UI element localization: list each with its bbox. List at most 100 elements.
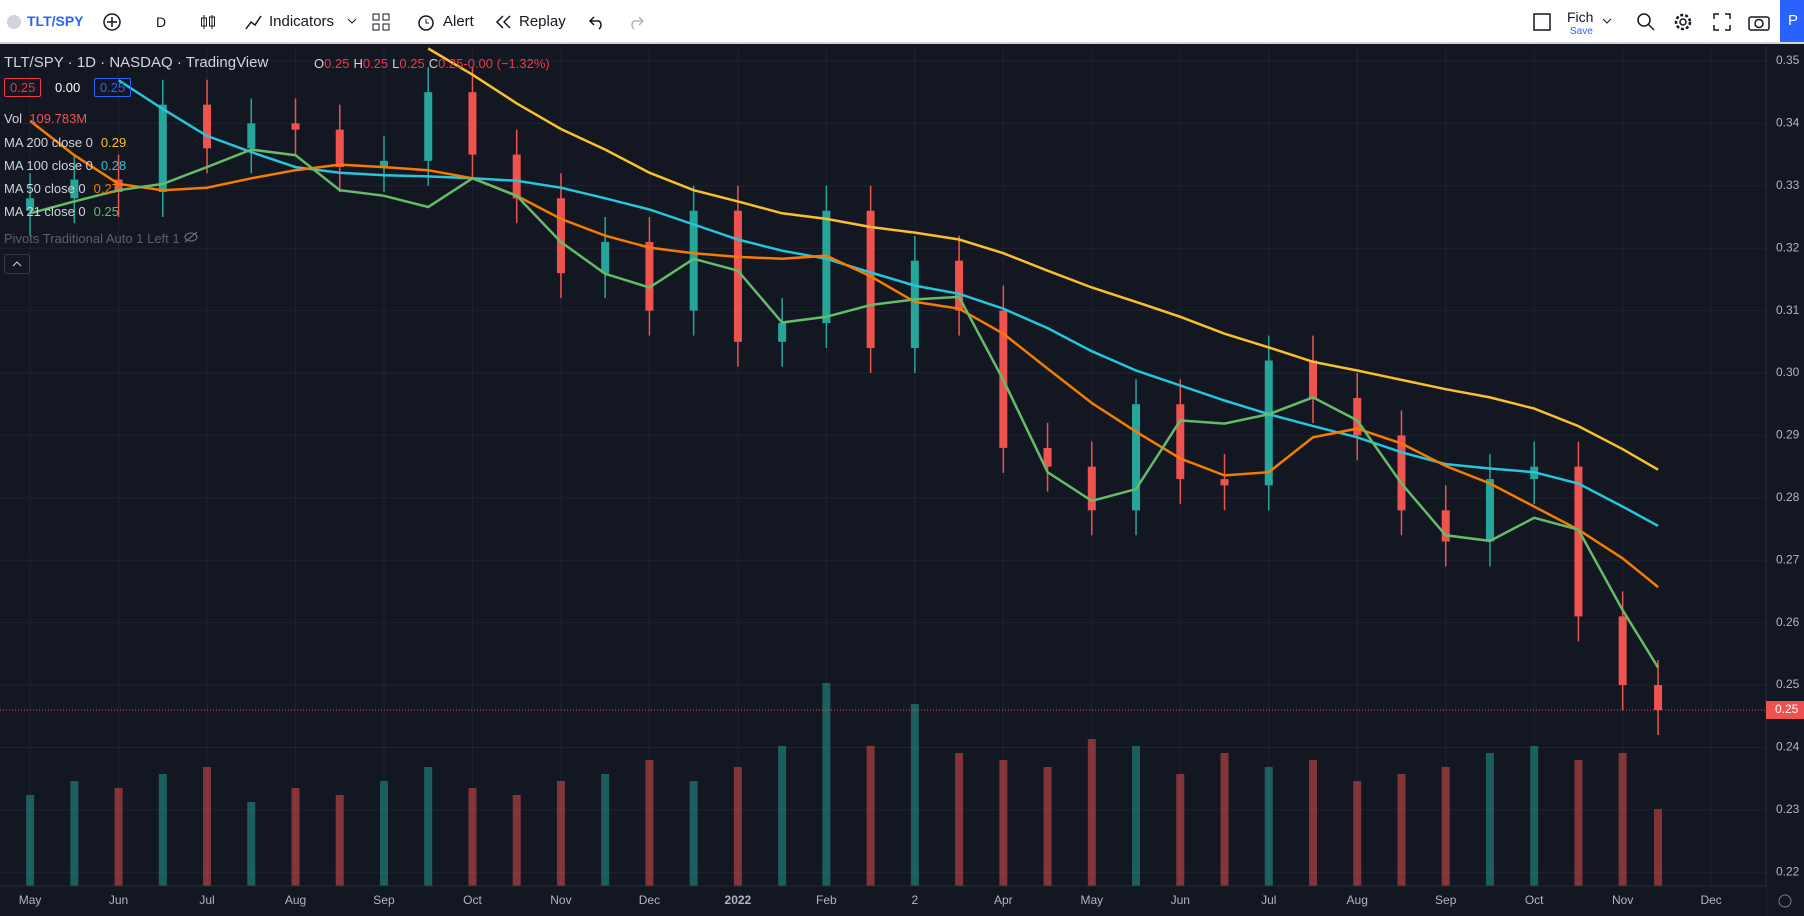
volume-bar [114, 788, 123, 886]
y-tick-label: 0.35 [1776, 53, 1800, 67]
x-tick-label: Oct [463, 893, 482, 907]
volume-bar [645, 760, 654, 886]
chart-type-button[interactable] [198, 12, 218, 32]
ma-value: 0.27 [93, 181, 119, 196]
candle-body [1308, 360, 1317, 398]
candle-body [1132, 404, 1141, 511]
collapse-legend[interactable] [4, 254, 30, 274]
quote-boxes: 0.25 0.00 0.25 [4, 78, 132, 97]
x-tick-label: Oct [1525, 893, 1544, 907]
volume-bar [26, 795, 35, 886]
publish-button[interactable]: P [1780, 0, 1804, 42]
x-tick-label: May [19, 893, 42, 907]
layout-menu[interactable] [1601, 16, 1613, 26]
layout-icon[interactable] [1533, 13, 1551, 31]
y-tick-label: 0.31 [1776, 303, 1800, 317]
volume-bar [866, 746, 875, 886]
volume-bar [999, 760, 1008, 886]
ma-legend-row: MA 50 close 0 0.27 [4, 181, 126, 196]
search-button[interactable] [1636, 12, 1656, 32]
y-tick-label: 0.23 [1776, 802, 1800, 816]
volume-bar [468, 788, 477, 886]
price-axis [1766, 46, 1804, 886]
ohlc-value: 0.25 [438, 56, 464, 71]
ohlc-key: H [353, 56, 363, 71]
volume-bar [778, 746, 787, 886]
candle-body [203, 104, 212, 149]
alert-icon[interactable] [416, 12, 436, 32]
volume-bar [247, 802, 256, 886]
y-tick-label: 0.30 [1776, 365, 1800, 379]
volume-bar [1264, 767, 1273, 886]
ma-line [427, 47, 1659, 471]
x-tick-label: Apr [994, 893, 1013, 907]
layout-name[interactable]: Fich [1567, 9, 1594, 25]
interval[interactable]: D [156, 14, 167, 30]
candle-body [335, 129, 344, 168]
symbol[interactable]: TLT/SPY [27, 13, 84, 29]
candle-body [1574, 466, 1583, 617]
fullscreen-button[interactable] [1712, 12, 1732, 32]
ask: 0.25 [93, 78, 132, 97]
replay-button[interactable]: Replay [519, 13, 566, 30]
legend-symbol: TLT/SPY [4, 54, 64, 71]
y-tick-label: 0.27 [1776, 552, 1800, 566]
volume-bar [512, 795, 521, 886]
ma-name: MA 100 close 0 [4, 158, 93, 173]
legend-interval: 1D [76, 54, 96, 71]
redo-button[interactable] [627, 13, 645, 31]
candle-body [866, 210, 875, 349]
volume-bar [1220, 753, 1229, 886]
ma-legend-row: MA 21 close 0 0.25 [4, 204, 126, 219]
snapshot-button[interactable] [1748, 12, 1770, 32]
candle-body [247, 123, 256, 149]
ohlc-value: 0.25 [362, 56, 389, 71]
candle-body [1654, 685, 1663, 711]
y-tick-label: 0.25 [1776, 677, 1800, 691]
candle-body [910, 260, 919, 349]
volume-bar [1353, 781, 1362, 886]
y-tick-label: 0.29 [1776, 428, 1800, 442]
volume-bar [1654, 809, 1663, 886]
candle-body [26, 198, 35, 211]
axis-settings[interactable] [1778, 894, 1792, 908]
indicators-icon[interactable] [244, 12, 264, 32]
time-axis [0, 886, 1766, 916]
candle-body [1087, 466, 1096, 511]
ma-line [117, 79, 1659, 527]
compare-button[interactable] [102, 12, 122, 32]
legend-ohlc: O0.25 H0.25 L0.25 C0.25-0.00 (−1.32%) [310, 56, 550, 71]
ma-name: MA 200 close 0 [4, 135, 93, 150]
indicators-button[interactable]: Indicators [269, 13, 335, 30]
settings-button[interactable] [1673, 12, 1693, 32]
toolbar: TLT/SPY D Indicators Alert Replay Fich S… [0, 0, 1804, 44]
volume-bar [1530, 746, 1539, 886]
save-label[interactable]: Save [1570, 26, 1593, 37]
volume-bar [424, 767, 433, 886]
indicators-menu[interactable] [346, 16, 358, 26]
candle-body [1353, 397, 1362, 436]
ohlc-value: 0.25 [324, 56, 350, 71]
undo-button[interactable] [588, 13, 606, 31]
replay-icon[interactable] [495, 14, 513, 30]
volume-bar [335, 795, 344, 886]
x-tick-label: Sep [373, 893, 395, 907]
candle-body [1485, 479, 1494, 542]
x-tick-label: Nov [1612, 893, 1633, 907]
hidden-icon[interactable] [183, 231, 199, 243]
candle-body [733, 210, 742, 342]
y-tick-label: 0.33 [1776, 178, 1800, 192]
candle-body [1441, 510, 1450, 542]
last-price-label: 0.25 [1775, 702, 1799, 716]
ma-line [29, 148, 1660, 669]
y-tick-label: 0.32 [1776, 240, 1800, 254]
templates-button[interactable] [371, 12, 391, 32]
candle-body [1264, 360, 1273, 486]
candle-body [379, 160, 388, 168]
symbol-icon [7, 15, 21, 29]
volume-bar [733, 767, 742, 886]
alert-button[interactable]: Alert [443, 13, 474, 30]
volume-bar [1574, 760, 1583, 886]
ma-line [29, 119, 1659, 589]
